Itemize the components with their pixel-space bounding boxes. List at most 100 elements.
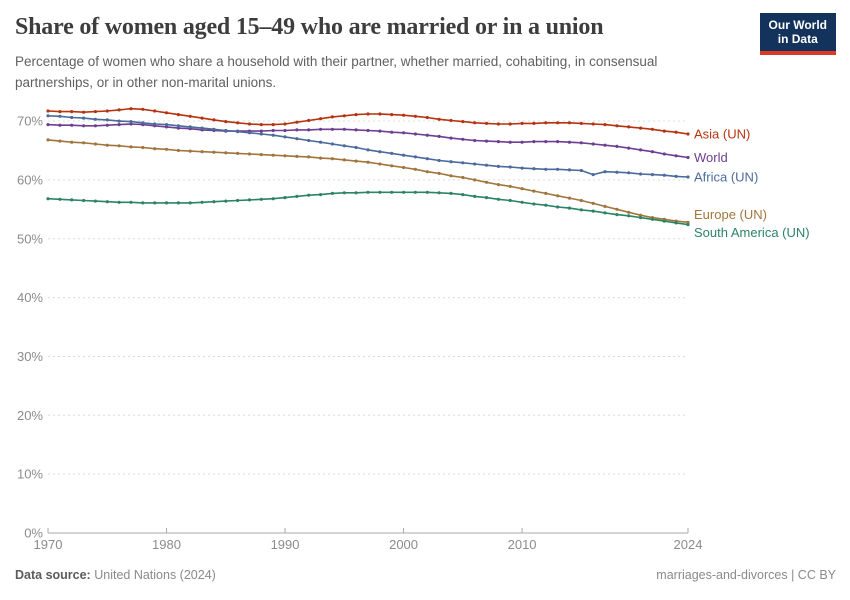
- data-point: [153, 147, 157, 151]
- data-source: Data source: United Nations (2024): [15, 568, 216, 582]
- data-point: [105, 143, 109, 147]
- data-point: [366, 128, 370, 133]
- data-point: [413, 190, 417, 194]
- data-point: [449, 136, 453, 140]
- data-point: [247, 198, 252, 202]
- data-point: [473, 121, 477, 125]
- y-tick-label: 70%: [17, 114, 43, 129]
- data-point: [627, 210, 631, 214]
- data-point: [153, 109, 157, 113]
- data-point: [484, 121, 489, 125]
- data-point: [271, 153, 275, 157]
- data-point: [378, 112, 382, 116]
- data-point: [188, 114, 192, 118]
- data-point: [473, 194, 477, 198]
- data-point: [224, 128, 228, 133]
- data-point: [639, 213, 643, 217]
- series-world: [46, 122, 690, 160]
- data-point: [247, 152, 252, 156]
- data-point: [461, 137, 465, 141]
- data-point: [366, 190, 370, 194]
- data-point: [508, 198, 512, 203]
- data-point: [342, 127, 346, 131]
- data-point: [212, 150, 216, 154]
- data-point: [686, 220, 690, 224]
- data-point: [342, 191, 346, 195]
- data-point: [307, 118, 311, 123]
- data-point: [164, 147, 169, 151]
- data-point: [591, 142, 595, 146]
- data-point: [271, 123, 275, 127]
- data-point: [295, 194, 299, 198]
- data-point: [544, 203, 548, 207]
- data-point: [176, 113, 180, 117]
- data-point: [295, 120, 299, 124]
- data-point: [556, 194, 560, 198]
- data-point: [342, 114, 346, 118]
- data-point: [330, 191, 334, 195]
- data-point: [686, 155, 690, 160]
- data-point: [674, 130, 678, 134]
- data-point: [188, 149, 192, 153]
- data-point: [153, 122, 157, 126]
- data-point: [93, 110, 97, 114]
- data-point: [520, 166, 524, 170]
- data-point: [117, 144, 121, 148]
- data-point: [579, 198, 583, 203]
- data-point: [686, 132, 690, 136]
- data-point: [176, 148, 180, 153]
- data-point: [650, 217, 655, 221]
- data-point: [212, 127, 216, 131]
- data-point: [579, 208, 583, 212]
- data-point: [686, 175, 690, 179]
- data-point: [93, 117, 97, 121]
- data-point: [330, 142, 334, 146]
- data-point: [224, 151, 228, 155]
- data-point: [319, 156, 323, 160]
- data-point: [307, 193, 311, 197]
- data-point: [93, 199, 97, 203]
- data-point: [259, 123, 263, 127]
- data-point: [520, 187, 524, 191]
- data-point: [141, 107, 145, 111]
- data-point: [153, 201, 157, 205]
- data-point: [354, 159, 358, 163]
- data-point: [271, 133, 275, 137]
- owid-logo: Our World in Data: [759, 13, 836, 55]
- data-point: [236, 151, 240, 155]
- data-point: [556, 121, 560, 125]
- series-africa-un: [46, 114, 690, 179]
- data-point: [461, 161, 465, 165]
- data-point: [627, 171, 631, 175]
- data-point: [354, 145, 358, 150]
- data-point: [390, 130, 394, 134]
- data-point: [425, 157, 429, 161]
- data-point: [461, 175, 465, 180]
- data-point: [93, 124, 97, 128]
- data-point: [461, 120, 465, 124]
- data-point: [639, 172, 643, 176]
- data-point: [402, 131, 406, 135]
- chart-footer: Data source: United Nations (2024) marri…: [15, 568, 836, 582]
- data-point: [579, 168, 583, 173]
- data-point: [496, 197, 500, 201]
- data-point: [484, 163, 489, 167]
- data-point: [402, 153, 406, 157]
- data-point: [449, 174, 453, 178]
- data-point: [117, 200, 121, 204]
- data-point: [307, 138, 311, 143]
- line-chart: 0% 10% 20% 30% 40% 50% 60% 70% 1970 1980 1990 2000 2…: [17, 107, 810, 552]
- data-point: [567, 196, 572, 200]
- data-point: [390, 164, 394, 168]
- data-point: [224, 199, 228, 203]
- license-link[interactable]: marriages-and-divorces | CC BY: [656, 568, 836, 582]
- data-point: [70, 123, 74, 127]
- data-point: [662, 219, 666, 223]
- data-point: [212, 200, 216, 204]
- data-point: [461, 193, 465, 197]
- data-point: [117, 123, 121, 127]
- data-point: [366, 148, 370, 152]
- data-point: [413, 132, 417, 136]
- x-tick-label: 1990: [271, 537, 300, 552]
- data-point: [319, 140, 323, 144]
